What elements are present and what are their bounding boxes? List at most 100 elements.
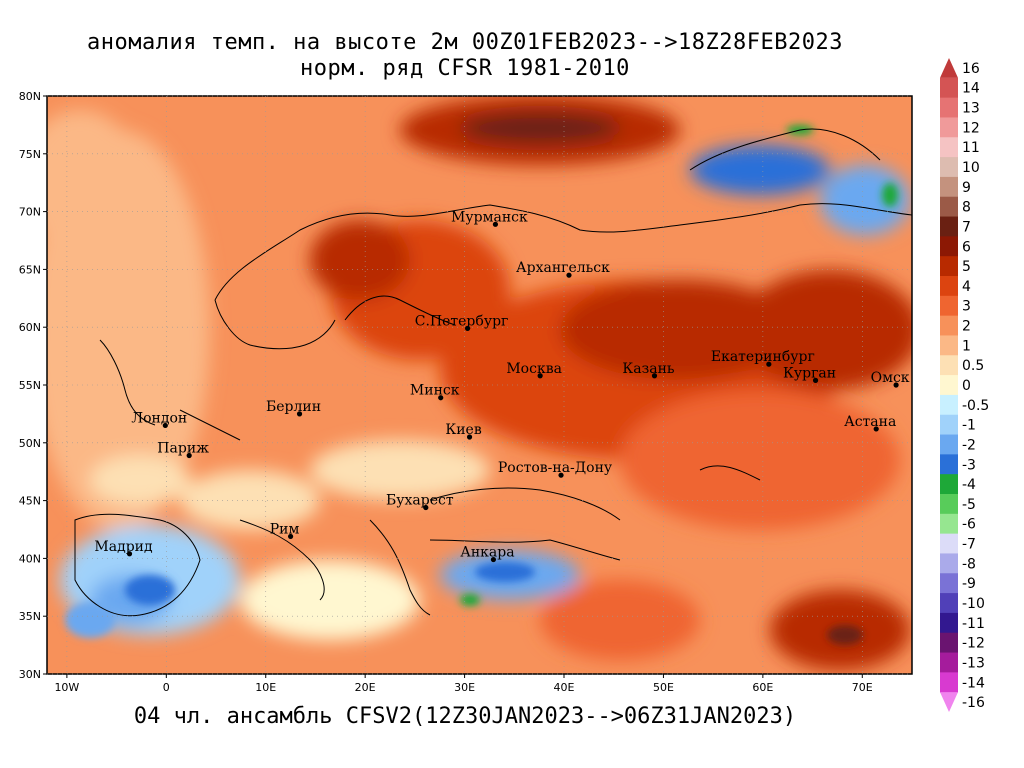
colorbar-swatch xyxy=(940,434,958,455)
city-marker xyxy=(287,533,294,540)
colorbar-swatch xyxy=(940,216,958,237)
colorbar-swatch xyxy=(940,236,958,257)
city-label: Астана xyxy=(844,414,896,430)
city-label: Казань xyxy=(622,361,674,377)
colorbar-label: -4 xyxy=(962,477,976,493)
city-label: Берлин xyxy=(266,399,321,415)
city-label: С.Петербург xyxy=(415,313,509,329)
colorbar-label: -11 xyxy=(962,616,985,632)
colorbar-label: 0.5 xyxy=(962,358,984,374)
colorbar-swatch xyxy=(940,315,958,336)
colorbar-label: -3 xyxy=(962,457,976,473)
colorbar-swatch xyxy=(940,394,958,416)
colorbar-label: 13 xyxy=(962,101,980,117)
lon-tick-label: 70E xyxy=(852,681,873,694)
lon-tick-label: 0 xyxy=(163,681,170,694)
colorbar-swatch xyxy=(940,375,958,396)
lon-tick-label: 10W xyxy=(54,681,79,694)
colorbar-label: -16 xyxy=(962,695,985,711)
lat-tick-label: 55N xyxy=(19,379,41,392)
colorbar-label: 3 xyxy=(962,299,971,315)
colorbar-label: -1 xyxy=(962,418,976,434)
colorbar-label: 4 xyxy=(962,279,971,295)
lat-tick-label: 65N xyxy=(19,263,41,276)
colorbar-label: 16 xyxy=(962,61,980,77)
colorbar-label: 0 xyxy=(962,378,971,394)
city-marker xyxy=(812,377,819,383)
colorbar-label: -7 xyxy=(962,537,976,553)
city-marker xyxy=(651,373,658,379)
colorbar-swatch xyxy=(940,414,958,436)
lat-tick-label: 75N xyxy=(19,148,41,161)
lon-tick-label: 50E xyxy=(653,681,674,694)
colorbar-label: 5 xyxy=(962,259,971,275)
colorbar-swatch xyxy=(940,672,958,693)
colorbar-swatch xyxy=(940,454,958,475)
city-label: Лондон xyxy=(131,410,187,426)
lat-axis: 30N 35N 40N 45N 50N 55N 60N 65N 70N 75N 80N xyxy=(19,90,912,681)
colorbar-swatch xyxy=(940,256,958,277)
city-marker xyxy=(566,272,572,278)
colorbar-swatch xyxy=(940,533,958,554)
colorbar-label: 7 xyxy=(962,219,971,235)
lat-tick-label: 35N xyxy=(19,610,41,623)
city-marker xyxy=(873,426,879,432)
city-label: Москва xyxy=(506,361,562,377)
city-label: Мурманск xyxy=(451,209,528,225)
city-label: Париж xyxy=(157,441,209,457)
colorbar-label: 10 xyxy=(962,160,980,176)
colorbar-swatch xyxy=(940,97,958,118)
city-marker xyxy=(766,361,772,367)
colorbar-swatch xyxy=(940,335,958,356)
city-marker xyxy=(438,395,444,401)
colorbar-label: -13 xyxy=(962,655,985,671)
city-label: Екатеринбург xyxy=(711,349,815,365)
colorbar-swatch xyxy=(940,612,958,634)
lat-tick-label: 50N xyxy=(19,437,41,450)
lon-axis: 10W 0 10E 20E 30E 40E 50E 60E 70E xyxy=(54,96,873,694)
city-label: Киев xyxy=(445,422,481,438)
city-marker xyxy=(464,325,471,331)
colorbar-label: -5 xyxy=(962,497,976,513)
colorbar-label: 14 xyxy=(962,81,980,97)
colorbar-swatch xyxy=(940,137,958,158)
colorbar-swatch xyxy=(940,553,958,574)
colorbar-label: 1 xyxy=(962,338,971,354)
colorbar-bottom-arrow xyxy=(940,692,958,712)
lon-tick-label: 30E xyxy=(454,681,475,694)
city-marker xyxy=(186,452,192,459)
colorbar-swatch xyxy=(940,494,958,515)
city-marker xyxy=(423,504,429,511)
coastlines xyxy=(74,128,912,617)
lon-tick-label: 10E xyxy=(255,681,276,694)
city-label: Минск xyxy=(410,383,460,399)
lat-tick-label: 70N xyxy=(19,206,41,219)
colorbar-label: -14 xyxy=(962,675,985,691)
colorbar-swatch xyxy=(940,474,958,495)
city-marker xyxy=(296,411,303,417)
colorbar-label: 9 xyxy=(962,180,971,196)
city-label: Ростов-на-Дону xyxy=(498,460,613,476)
colorbar-label: 8 xyxy=(962,200,971,216)
colorbar-label: 2 xyxy=(962,319,971,335)
city-marker xyxy=(162,422,168,429)
city-labels: Мурманск Архангельск С.Петербург Москва Каза… xyxy=(94,209,910,563)
city-marker xyxy=(558,472,564,478)
city-marker xyxy=(126,551,133,557)
colorbar-swatch xyxy=(940,513,958,535)
colorbar-swatch xyxy=(940,117,958,138)
colorbar-label: -0.5 xyxy=(962,398,989,414)
city-label: Мадрид xyxy=(94,539,153,555)
city-marker xyxy=(492,221,499,227)
city-label: Архангельск xyxy=(516,260,610,276)
colorbar-swatch xyxy=(940,652,958,673)
colorbar-label: 11 xyxy=(962,140,980,156)
city-marker xyxy=(537,373,543,379)
city-marker xyxy=(466,434,473,440)
city-label: Омск xyxy=(871,370,910,386)
colorbar-legend: 16 14 13 12 11 10 9 8 7 6 5 4 3 2 1 0.5 0 -0.5 -1 -2 -3 -4 -5 -… xyxy=(940,58,989,712)
temperature-field xyxy=(47,96,912,674)
city-label: Анкара xyxy=(460,545,514,561)
colorbar-swatch xyxy=(940,632,958,654)
